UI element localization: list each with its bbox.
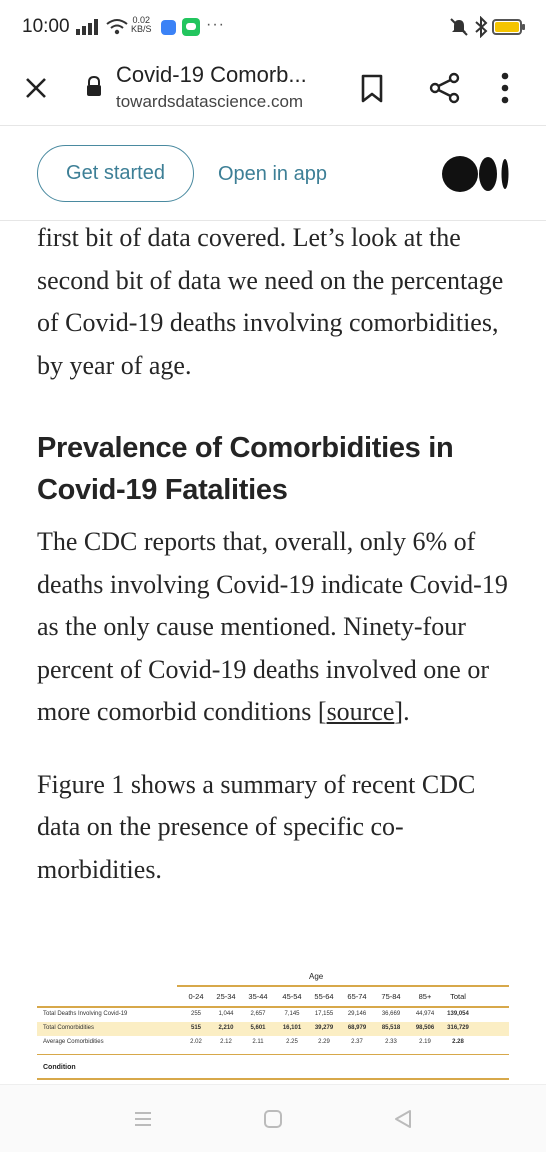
figure-cell: 316,729 — [447, 1025, 469, 1031]
network-speed-value: 0.02 — [132, 15, 151, 25]
article-paragraph: first bit of data covered. Let’s look at… — [37, 223, 504, 380]
more-notifications-icon: ··· — [206, 16, 225, 33]
app-notification-icon — [161, 20, 176, 35]
figure-rule — [177, 985, 509, 987]
figure-cell: 85,518 — [381, 1025, 401, 1031]
figure-cell: 98,506 — [415, 1025, 435, 1031]
get-started-button[interactable]: Get started — [37, 145, 194, 202]
figure-row-label: Average Comorbidities — [43, 1039, 104, 1045]
figure-column-header: 45-54 — [282, 992, 302, 1001]
open-in-app-link[interactable]: Open in app — [218, 163, 327, 185]
figure-cell: 7,145 — [284, 1011, 300, 1017]
system-nav-bar — [0, 1084, 546, 1152]
figure-cell: 255 — [190, 1011, 201, 1017]
page-title[interactable]: Covid-19 Comorb... — [116, 62, 307, 87]
medium-banner: Get started Open in app — [0, 127, 546, 221]
figure-rule — [37, 1054, 509, 1055]
share-icon[interactable] — [428, 71, 462, 110]
figure-cell: 1,044 — [218, 1011, 234, 1017]
figure-column-header: 55-64 — [314, 992, 334, 1001]
figure-rule — [37, 1006, 509, 1008]
figure-row-label: Total Deaths Involving Covid-19 — [43, 1011, 128, 1017]
figure-table-row: Total Deaths Involving Covid-19 255 1,044 2… — [37, 1008, 509, 1022]
figure-cell: 139,054 — [447, 1011, 469, 1017]
figure-column-header: 0-24 — [188, 992, 204, 1001]
close-icon[interactable] — [22, 74, 50, 102]
article-body: first bit of data covered. Let’s look at… — [37, 221, 517, 891]
paragraph-text: The CDC reports that, overall, only 6% o… — [37, 527, 508, 726]
browser-toolbar: Covid-19 Comorb... towardsdatascience.co… — [0, 56, 546, 126]
figure-cell: 2.11 — [252, 1039, 264, 1045]
battery-level — [495, 22, 519, 32]
figure-cell: 2,210 — [218, 1025, 234, 1031]
figure-cell: 5,601 — [250, 1025, 266, 1031]
figure-condition-label: Condition — [43, 1064, 76, 1071]
network-speed-unit: KB/S — [131, 24, 152, 34]
paragraph-text-end: ]. — [394, 697, 410, 726]
figure-cell: 16,101 — [282, 1025, 302, 1031]
figure-cell: 17,155 — [314, 1011, 334, 1017]
figure-cell: 68,979 — [347, 1025, 367, 1031]
overflow-menu-icon[interactable] — [500, 71, 510, 110]
medium-logo-icon[interactable] — [440, 155, 512, 198]
figure-cell: 2.29 — [318, 1039, 330, 1045]
figure-column-header: 25-34 — [216, 992, 236, 1001]
figure-cell: 2.12 — [220, 1039, 232, 1045]
figure-age-label: Age — [309, 972, 324, 981]
figure-table-row: Average Comorbidities 2.02 2.12 2.11 2.25 2.2… — [37, 1036, 509, 1050]
figure-column-header: 65-74 — [347, 992, 367, 1001]
figure-column-header: 85+ — [418, 992, 432, 1001]
figure-table-row: Total Comorbidities 515 2,210 5,601 16,101 39… — [37, 1022, 509, 1036]
figure-cell: 2.02 — [190, 1039, 202, 1045]
mute-icon — [449, 17, 469, 42]
article-paragraph: The CDC reports that, overall, only 6% o… — [37, 521, 517, 734]
figure-cell: 44,974 — [415, 1011, 435, 1017]
bluetooth-icon — [474, 15, 488, 43]
article-paragraph: Figure 1 shows a summary of recent CDC d… — [37, 769, 476, 884]
figure-cell: 36,669 — [381, 1011, 401, 1017]
figure-column-header: Total — [450, 992, 466, 1001]
status-time: 10:00 — [22, 16, 70, 37]
status-bar: 10:00 0.02 KB/S ··· — [0, 0, 546, 56]
back-icon[interactable] — [393, 1109, 413, 1134]
figure-cell: 39,279 — [314, 1025, 334, 1031]
figure-cell: 2,657 — [250, 1011, 266, 1017]
figure-cell: 2.37 — [351, 1039, 363, 1045]
figure-cell: 2.19 — [419, 1039, 431, 1045]
figure-cell: 2.25 — [286, 1039, 298, 1045]
wifi-icon — [106, 18, 128, 41]
section-heading: Prevalence of Comorbidities in Covid-19 … — [37, 432, 454, 506]
bookmark-icon[interactable] — [359, 74, 385, 109]
figure-column-header: 75-84 — [381, 992, 401, 1001]
figure-cell: 2.33 — [385, 1039, 397, 1045]
figure-cell: 29,146 — [347, 1011, 367, 1017]
figure-row-label: Total Comorbidities — [43, 1025, 95, 1031]
recent-apps-icon[interactable] — [133, 1109, 153, 1134]
figure-cell: 515 — [190, 1025, 201, 1031]
chat-notification-icon — [182, 18, 200, 36]
signal-icon — [76, 19, 100, 40]
source-link[interactable]: source — [326, 697, 395, 726]
figure-comorbidity-table[interactable]: Age 0-24 25-34 35-44 45-54 55-64 65-74 75-84 85… — [37, 968, 512, 1080]
figure-cell: 2.28 — [452, 1039, 464, 1045]
figure-column-header: 35-44 — [248, 992, 268, 1001]
page-domain[interactable]: towardsdatascience.com — [116, 92, 304, 111]
lock-icon[interactable] — [86, 75, 102, 102]
figure-rule — [37, 1078, 509, 1080]
home-icon[interactable] — [263, 1109, 283, 1134]
network-speed: 0.02 KB/S — [131, 16, 152, 34]
battery-icon — [492, 19, 525, 35]
